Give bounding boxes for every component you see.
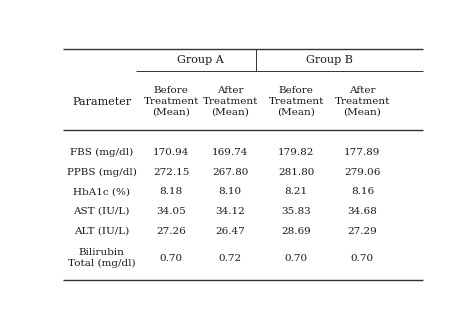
Text: Parameter: Parameter bbox=[72, 97, 131, 107]
Text: 27.26: 27.26 bbox=[156, 226, 186, 236]
Text: 27.29: 27.29 bbox=[347, 226, 377, 236]
Text: 0.72: 0.72 bbox=[219, 254, 242, 263]
Text: Before
Treatment
(Mean): Before Treatment (Mean) bbox=[268, 86, 324, 117]
Text: 34.12: 34.12 bbox=[215, 207, 245, 216]
Text: 28.69: 28.69 bbox=[281, 226, 311, 236]
Text: 34.05: 34.05 bbox=[156, 207, 186, 216]
Text: ALT (IU/L): ALT (IU/L) bbox=[74, 226, 129, 236]
Text: HbA1c (%): HbA1c (%) bbox=[73, 187, 130, 196]
Text: Group B: Group B bbox=[306, 55, 353, 65]
Text: 35.83: 35.83 bbox=[281, 207, 311, 216]
Text: Before
Treatment
(Mean): Before Treatment (Mean) bbox=[144, 86, 199, 117]
Text: After
Treatment
(Mean): After Treatment (Mean) bbox=[335, 86, 390, 117]
Text: FBS (mg/dl): FBS (mg/dl) bbox=[70, 148, 133, 157]
Text: After
Treatment
(Mean): After Treatment (Mean) bbox=[202, 86, 258, 117]
Text: 8.21: 8.21 bbox=[284, 187, 308, 196]
Text: 179.82: 179.82 bbox=[278, 148, 314, 157]
Text: 170.94: 170.94 bbox=[153, 148, 190, 157]
Text: 0.70: 0.70 bbox=[160, 254, 183, 263]
Text: 0.70: 0.70 bbox=[284, 254, 308, 263]
Text: 34.68: 34.68 bbox=[347, 207, 377, 216]
Text: 177.89: 177.89 bbox=[344, 148, 381, 157]
Text: 169.74: 169.74 bbox=[212, 148, 248, 157]
Text: 272.15: 272.15 bbox=[153, 168, 190, 177]
Text: AST (IU/L): AST (IU/L) bbox=[73, 207, 130, 216]
Text: 8.10: 8.10 bbox=[219, 187, 242, 196]
Text: PPBS (mg/dl): PPBS (mg/dl) bbox=[66, 167, 137, 177]
Text: 279.06: 279.06 bbox=[344, 168, 381, 177]
Text: 0.70: 0.70 bbox=[351, 254, 374, 263]
Text: 26.47: 26.47 bbox=[215, 226, 245, 236]
Text: 8.16: 8.16 bbox=[351, 187, 374, 196]
Text: 281.80: 281.80 bbox=[278, 168, 314, 177]
Text: Bilirubin
Total (mg/dl): Bilirubin Total (mg/dl) bbox=[68, 248, 135, 268]
Text: 267.80: 267.80 bbox=[212, 168, 248, 177]
Text: 8.18: 8.18 bbox=[160, 187, 183, 196]
Text: Group A: Group A bbox=[177, 55, 224, 65]
